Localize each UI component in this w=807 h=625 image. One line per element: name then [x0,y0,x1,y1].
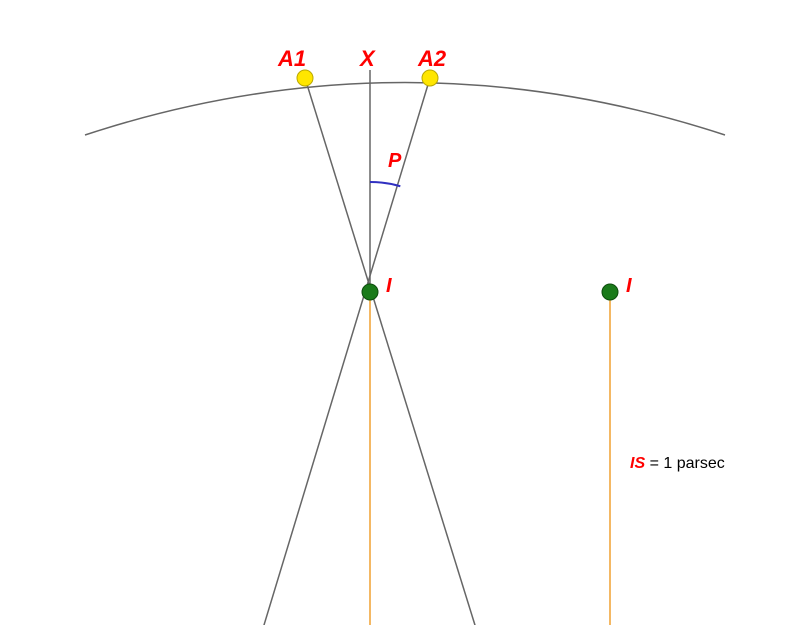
label-x: X [360,46,375,72]
label-i: I [386,275,392,298]
label-a2: A2 [418,46,446,72]
label-a1: A1 [278,46,306,72]
label-is: IS = 1 parsec [630,455,725,473]
label-is-prefix: IS [630,455,645,472]
label-i2: I [626,275,632,298]
label-p: P [388,150,401,173]
parallax-diagram [0,0,807,625]
label-is-suffix: = 1 parsec [645,455,725,472]
